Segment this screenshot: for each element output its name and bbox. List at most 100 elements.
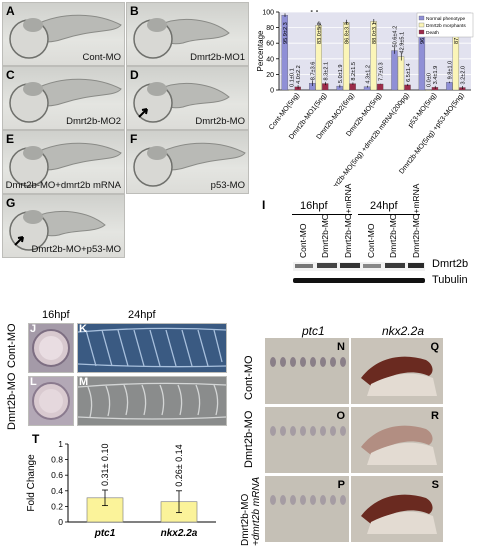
panel-label-k: K: [79, 323, 87, 335]
panel-label-q: Q: [430, 341, 439, 353]
chart-h-data-label: 0.0±0: [427, 73, 433, 87]
chart-h-bar: [397, 56, 405, 91]
chart-h-data-label: 42.9±5.1: [399, 32, 405, 54]
panel-label-m: M: [79, 376, 89, 388]
chart-h-bar: [446, 82, 453, 91]
panel-c-image: C Dmrt2b-MO2: [2, 66, 125, 130]
ns-row-cont-mo: Cont-MO: [243, 355, 255, 400]
panel-d-image: D Dmrt2b-MO: [126, 66, 249, 130]
panel-a-image: A Cont-MO: [2, 2, 125, 66]
panel-label-j: J: [30, 323, 37, 335]
chart-t-ytick-label: 0.8: [51, 455, 63, 465]
chart-h-bar: [376, 83, 384, 91]
panel-o-image: O: [265, 407, 349, 473]
chart-h-data-label: 8.3±2.1: [323, 62, 329, 81]
chart-h-legend: [416, 12, 474, 38]
panel-g-image: G Dmrt2b-MO+p53-MO: [2, 194, 125, 258]
chart-h-data-label: 50.6±4.2: [393, 26, 399, 48]
chart-h-data-label: 0.1±0.1: [290, 68, 296, 87]
panel-caption-b: Dmrt2b-MO1: [190, 52, 245, 63]
panel-label-n: N: [337, 341, 345, 353]
panel-label-g: G: [6, 196, 16, 210]
chart-t-ylabel: Fold Change: [26, 454, 37, 512]
chart-h-data-label: 83.0±5.2: [317, 22, 323, 44]
blot-lane-label: Cont-MO: [298, 223, 308, 258]
panel-label-i: I: [262, 198, 266, 212]
chart-h-category-label: p53-MO(5ng): [407, 92, 438, 129]
panel-r-image: R: [351, 407, 443, 473]
blot-lane-label: Dmrt2b-MO+mRNA: [343, 183, 353, 258]
chart-h-legend-label: Normal phenotype: [426, 16, 466, 22]
chart-h-legend-swatch: [418, 29, 425, 35]
chart-h-data-label: 4.0±2.2: [296, 65, 302, 84]
blot-tubulin-band: [293, 278, 425, 283]
chart-t-category-label: nkx2.2a: [161, 528, 198, 539]
panel-label-c: C: [6, 68, 15, 82]
blot-stage-16hpf: 16hpf: [300, 200, 328, 212]
panel-m-image: [77, 376, 227, 426]
panel-b-image: B Dmrt2b-MO1: [126, 2, 249, 66]
ns-row-dmrt2b-mo: Dmrt2b-MO: [243, 410, 255, 468]
panel-caption-g: Dmrt2b-MO+p53-MO: [31, 244, 121, 255]
blot-16hpf-line: [292, 214, 352, 215]
chart-h-data-label: 6.5±1.4: [406, 63, 412, 82]
chart-h-data-label: 7.7±0.3: [378, 62, 384, 81]
panel-label-l: L: [30, 376, 37, 388]
chart-t-fold-change: 0 0.2 0.4 0.6 0.8 1 Fold Change 0.31± 0.10 ptc1 0…: [26, 439, 216, 539]
panel-n-image: N: [265, 338, 349, 404]
panel-caption-f: p53-MO: [210, 180, 245, 191]
chart-h-ytick-label: 0: [270, 88, 274, 95]
chart-t-data-label: 0.26± 0.14: [174, 444, 184, 486]
chart-h-data-label: 4.3±1.2: [365, 65, 371, 84]
panel-label-d: D: [130, 68, 139, 82]
blot-stage-24hpf: 24hpf: [370, 200, 398, 212]
chart-h-data-label: 8.7±3.6: [310, 62, 316, 81]
chart-h-bar: [391, 50, 398, 91]
chart-h-data-label: 86.8±3.3: [344, 22, 350, 44]
chart-t-ytick-label: 0.2: [51, 501, 63, 511]
panel-label-r: R: [431, 410, 439, 422]
jm-row-dmrt2b-mo: Dmrt2b-MO: [6, 372, 18, 430]
blot-dmrt2b-bands: [293, 262, 425, 271]
chart-h-ytick-label: 100: [262, 10, 274, 17]
panel-s-image: S: [351, 476, 443, 542]
panel-p-image: P: [265, 476, 349, 542]
panel-label-p: P: [337, 479, 345, 491]
blot-lane-label: Dmrt2b-MO: [320, 213, 330, 258]
chart-h-legend-label: Death: [426, 30, 439, 36]
panel-label-s: S: [431, 479, 439, 491]
chart-h-data-label: 95.9±2.3: [283, 22, 289, 44]
chart-h-ylabel: Percentage: [256, 30, 265, 71]
arrow-icon: [14, 236, 24, 246]
jm-stage-16hpf: 16hpf: [42, 309, 70, 321]
chart-t-data-label: 0.31± 0.10: [100, 444, 110, 486]
chart-t-category-label: ptc1: [94, 528, 116, 539]
panel-caption-c: Dmrt2b-MO2: [66, 116, 121, 127]
blot-lane-label: Dmrt2b-MO: [388, 213, 398, 258]
jm-stage-24hpf: 24hpf: [128, 309, 156, 321]
ns-row-rescue-a: Dmrt2b-MO: [240, 493, 251, 546]
chart-h-bar: [288, 89, 295, 91]
jm-row-cont-mo: Cont-MO: [6, 323, 18, 368]
chart-h-ytick-label: 20: [266, 72, 274, 79]
panel-caption-e: Dmrt2b-MO+dmrt2b mRNA: [5, 180, 121, 191]
panel-label-f: F: [130, 132, 138, 146]
chart-h-phenotype-percentages: 0 20 40 60 80 100 Percentage 95.9±2.3 0.1±0.1 4.0…: [256, 10, 474, 186]
arrow-icon: [138, 108, 148, 118]
panel-label-o: O: [336, 410, 345, 422]
panel-label-t: T: [32, 432, 40, 446]
chart-t-ytick-label: 1: [58, 439, 63, 449]
chart-h-ytick-label: 60: [266, 41, 274, 48]
blot-label-tubulin: Tubulin: [432, 274, 468, 286]
chart-h-data-label: 8.2±1.5: [351, 62, 357, 81]
panel-e-image: E Dmrt2b-MO+dmrt2b mRNA: [2, 130, 125, 194]
chart-h-data-label: 3.2±2.0: [461, 66, 467, 85]
blot-lane-label: Dmrt2b-MO+mRNA: [411, 183, 421, 258]
blot-label-dmrt2b: Dmrt2b: [432, 258, 469, 270]
panel-caption-a: Cont-MO: [82, 52, 121, 63]
chart-h-data-label: 5.0±1.9: [338, 64, 344, 83]
chart-h-bar: [425, 89, 432, 91]
panel-l-image: [28, 376, 74, 426]
blot-lane-label: Cont-MO: [366, 223, 376, 258]
